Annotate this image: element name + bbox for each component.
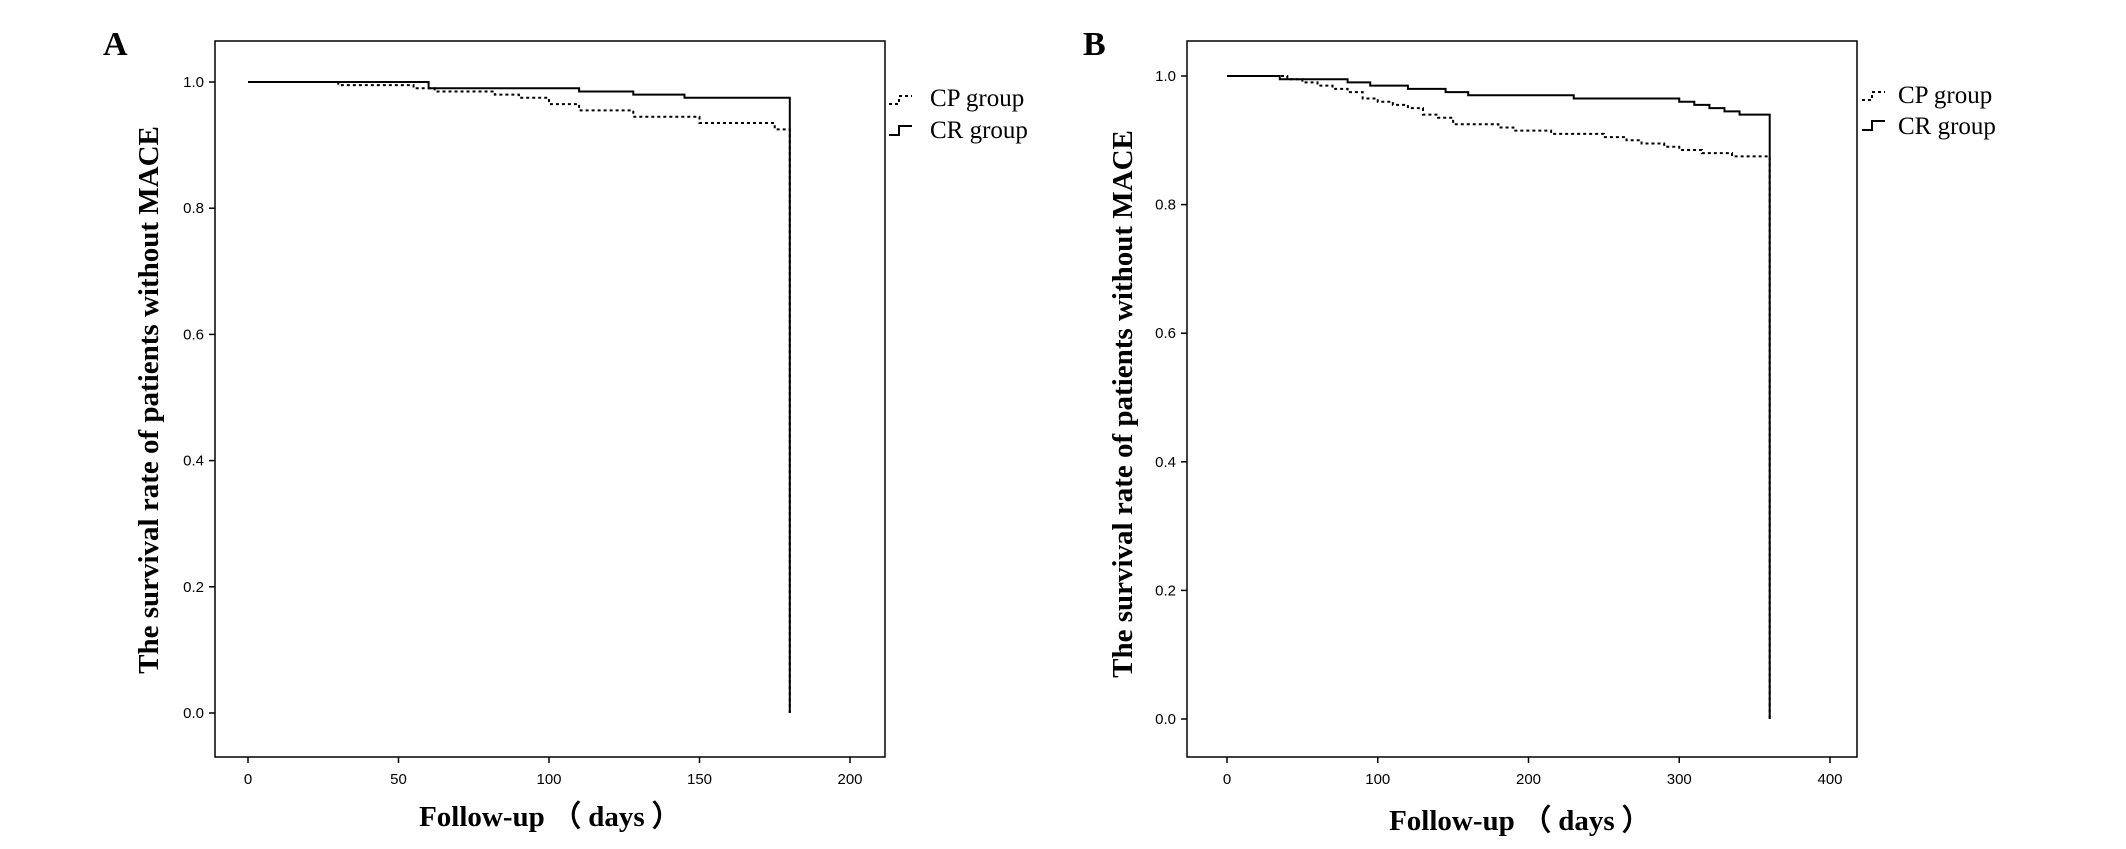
panel-a-legend-label-cp: CP group	[930, 85, 1024, 112]
panel-b-y-axis: 0.0 0.2 0.4 0.6 0.8 1.0	[1155, 68, 1187, 728]
panel-b-x-tick-label: 100	[1365, 771, 1390, 788]
panel-a-plot-frame	[214, 40, 886, 758]
panel-a-x-axis-title: Follow-up （ days ）	[419, 800, 681, 833]
panel-a-x-tick-label: 150	[687, 771, 712, 788]
panel-a-legend-item-cp: CP group	[889, 85, 1024, 112]
panel-b-series-cp-line	[1227, 75, 1771, 719]
panel-a-y-axis: 0.0 0.2 0.4 0.6 0.8 1.0	[183, 74, 215, 722]
panel-b-legend-item-cp: CP group	[1862, 82, 1992, 109]
panel-b-x-axis-title: Follow-up （ days ）	[1389, 804, 1651, 837]
panel-a-y-tick-label: 0.0	[183, 705, 204, 722]
panel-a-legend-swatch-cr	[889, 125, 912, 136]
panel-b-y-tick-label: 0.8	[1155, 197, 1176, 214]
panel-b-legend-swatch-cp	[1862, 91, 1885, 101]
panel-b-legend-label-cr: CR group	[1898, 113, 1996, 140]
panel-b-series-cr-line	[1227, 75, 1771, 719]
panel-b-plot-frame	[1186, 40, 1858, 758]
panel-b-x-tick-label: 400	[1817, 771, 1842, 788]
panel-b: B 0.0 0.2 0.4 0.6 0.8 1.0 0 100 200 300 400 Follo…	[1083, 26, 1996, 837]
panel-b-y-axis-title: The survival rate of patients without MA…	[1107, 130, 1139, 678]
panel-b-legend-item-cr: CR group	[1862, 113, 1996, 140]
panel-a-y-tick-label: 0.8	[183, 200, 204, 217]
panel-a-legend-item-cr: CR group	[889, 117, 1028, 144]
panel-a-legend-swatch-cp	[889, 95, 912, 105]
panel-b-y-tick-label: 0.4	[1155, 454, 1176, 471]
panel-b-x-axis: 0 100 200 300 400	[1223, 757, 1843, 788]
panel-a-y-tick-label: 0.2	[183, 579, 204, 596]
panel-b-y-tick-label: 1.0	[1155, 68, 1176, 85]
panel-a-series-cp-line	[248, 81, 791, 713]
panel-a-x-tick-label: 100	[536, 771, 561, 788]
panel-b-y-tick-label: 0.6	[1155, 325, 1176, 342]
panel-a-x-axis: 0 50 100 150 200	[244, 757, 863, 788]
panel-a-series-cr-line	[248, 81, 791, 713]
panel-b-x-tick-label: 0	[1223, 771, 1231, 788]
panel-b-letter: B	[1083, 26, 1106, 63]
panel-b-legend-label-cp: CP group	[1898, 82, 1992, 109]
panel-a-legend: CP group CR group	[889, 85, 1028, 144]
panel-b-legend-swatch-cr	[1862, 120, 1885, 131]
panel-a-x-tick-label: 50	[390, 771, 407, 788]
panel-a-y-tick-label: 1.0	[183, 74, 204, 91]
panel-a-y-axis-title: The survival rate of patients without MA…	[133, 126, 165, 674]
panel-a-legend-label-cr: CR group	[930, 117, 1028, 144]
panel-a-x-tick-label: 200	[837, 771, 862, 788]
panel-a-y-tick-label: 0.6	[183, 326, 204, 343]
panel-b-y-tick-label: 0.2	[1155, 582, 1176, 599]
panel-a: A 0.0 0.2 0.4 0.6 0.8 1.0 0 50 100 150 200 Follow…	[103, 26, 1028, 833]
panel-b-y-tick-label: 0.0	[1155, 711, 1176, 728]
panel-a-y-tick-label: 0.4	[183, 453, 204, 470]
panel-b-legend: CP group CR group	[1862, 82, 1996, 140]
panel-a-x-tick-label: 0	[244, 771, 252, 788]
panel-b-x-tick-label: 300	[1667, 771, 1692, 788]
panel-a-letter: A	[103, 26, 128, 63]
panel-b-x-tick-label: 200	[1516, 771, 1541, 788]
